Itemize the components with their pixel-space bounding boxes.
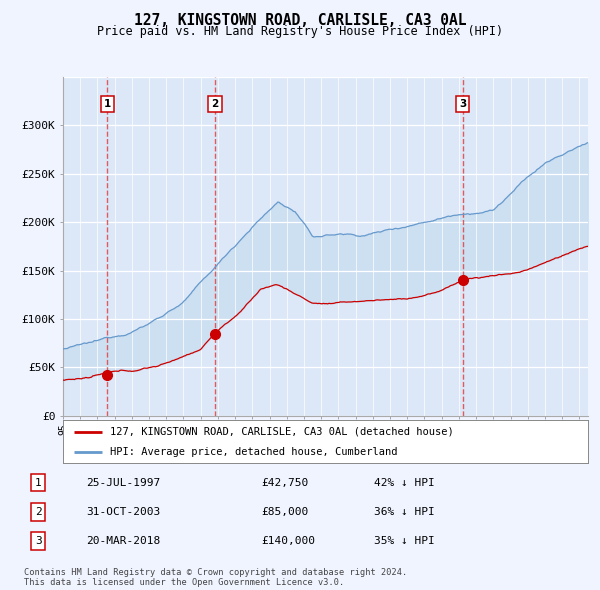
Text: 3: 3	[35, 536, 41, 546]
Text: 2: 2	[35, 507, 41, 517]
Text: £140,000: £140,000	[261, 536, 315, 546]
Text: 127, KINGSTOWN ROAD, CARLISLE, CA3 0AL (detached house): 127, KINGSTOWN ROAD, CARLISLE, CA3 0AL (…	[110, 427, 454, 437]
Text: 127, KINGSTOWN ROAD, CARLISLE, CA3 0AL: 127, KINGSTOWN ROAD, CARLISLE, CA3 0AL	[134, 13, 466, 28]
Text: 42% ↓ HPI: 42% ↓ HPI	[374, 477, 434, 487]
Text: HPI: Average price, detached house, Cumberland: HPI: Average price, detached house, Cumb…	[110, 447, 398, 457]
Text: 2: 2	[211, 99, 218, 109]
Text: £85,000: £85,000	[261, 507, 308, 517]
Text: 36% ↓ HPI: 36% ↓ HPI	[374, 507, 434, 517]
Text: £42,750: £42,750	[261, 477, 308, 487]
Text: 1: 1	[35, 477, 41, 487]
Text: Contains HM Land Registry data © Crown copyright and database right 2024.: Contains HM Land Registry data © Crown c…	[24, 568, 407, 576]
Text: This data is licensed under the Open Government Licence v3.0.: This data is licensed under the Open Gov…	[24, 578, 344, 587]
Text: 1: 1	[103, 99, 110, 109]
Text: 31-OCT-2003: 31-OCT-2003	[86, 507, 160, 517]
Text: Price paid vs. HM Land Registry's House Price Index (HPI): Price paid vs. HM Land Registry's House …	[97, 25, 503, 38]
Text: 3: 3	[459, 99, 466, 109]
Text: 20-MAR-2018: 20-MAR-2018	[86, 536, 160, 546]
Text: 35% ↓ HPI: 35% ↓ HPI	[374, 536, 434, 546]
Text: 25-JUL-1997: 25-JUL-1997	[86, 477, 160, 487]
